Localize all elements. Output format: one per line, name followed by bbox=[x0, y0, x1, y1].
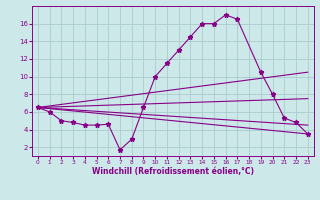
X-axis label: Windchill (Refroidissement éolien,°C): Windchill (Refroidissement éolien,°C) bbox=[92, 167, 254, 176]
